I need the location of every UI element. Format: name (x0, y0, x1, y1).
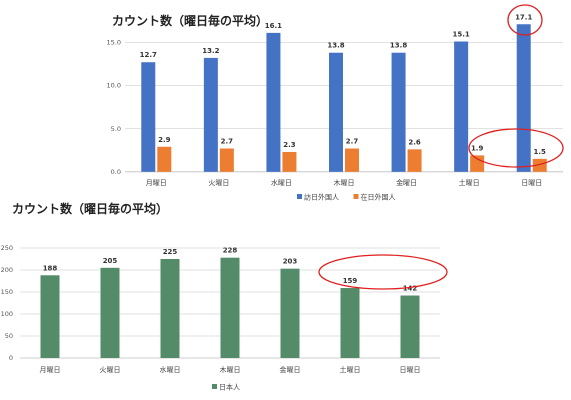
y-tick-label: 250 (1, 244, 13, 252)
data-label-日本人-水曜日: 225 (163, 248, 178, 256)
category-label-土曜日: 土曜日 (340, 365, 361, 374)
data-label-訪日外国人-木曜日: 13.8 (327, 42, 344, 50)
bar-在日外国人-水曜日 (282, 151, 297, 172)
data-label-日本人-火曜日: 205 (103, 257, 118, 265)
chart-top-bars (141, 24, 547, 172)
bar-日本人-土曜日 (340, 288, 360, 358)
chart-top-categories: 月曜日 火曜日 水曜日 木曜日 金曜日 土曜日 日曜日 (146, 178, 542, 187)
data-label-在日外国人-日曜日: 1.5 (534, 148, 547, 156)
data-label-訪日外国人-日曜日: 17.1 (515, 13, 532, 21)
category-label-土曜日: 土曜日 (459, 178, 480, 187)
category-label-水曜日: 水曜日 (271, 178, 292, 187)
chart-top-y-ticks: 0.0 5.0 10.0 15.0 (107, 39, 121, 176)
chart-bottom-categories: 月曜日 火曜日 水曜日 木曜日 金曜日 土曜日 日曜日 (40, 365, 421, 374)
legend-label-日本人: 日本人 (219, 383, 240, 392)
y-tick-label: 0.0 (111, 168, 121, 176)
bar-日本人-日曜日 (400, 295, 420, 358)
legend-label-訪日外国人: 訪日外国人 (304, 193, 339, 202)
chart-top-title: カウント数（曜日毎の平均） (112, 13, 268, 28)
bar-日本人-水曜日 (160, 259, 180, 358)
category-label-金曜日: 金曜日 (396, 178, 417, 187)
bar-在日外国人-火曜日 (219, 148, 234, 172)
y-tick-label: 50 (5, 332, 13, 340)
bar-訪日外国人-日曜日 (516, 24, 531, 172)
category-label-日曜日: 日曜日 (521, 179, 542, 187)
data-label-訪日外国人-金曜日: 13.8 (390, 42, 407, 50)
data-label-日本人-金曜日: 203 (283, 258, 298, 266)
data-label-在日外国人-金曜日: 2.6 (408, 138, 421, 146)
y-tick-label: 5.0 (111, 125, 121, 133)
data-label-訪日外国人-水曜日: 16.1 (265, 22, 282, 30)
bar-在日外国人-土曜日 (470, 155, 485, 172)
chart-top: カウント数（曜日毎の平均） 0.0 5.0 10.0 15.0 12.7 2.9 13.2… (107, 4, 564, 202)
data-label-在日外国人-土曜日: 1.9 (471, 144, 484, 152)
legend-swatch-日本人 (212, 384, 217, 389)
bar-日本人-金曜日 (280, 268, 300, 358)
category-label-月曜日: 月曜日 (146, 179, 167, 187)
chart-bottom-highlights (318, 254, 448, 290)
category-label-火曜日: 火曜日 (208, 179, 229, 187)
data-label-在日外国人-木曜日: 2.7 (346, 138, 359, 146)
bar-訪日外国人-土曜日 (454, 41, 469, 172)
y-tick-label: 0 (9, 354, 13, 362)
data-label-日本人-土曜日: 159 (343, 277, 358, 285)
chart-top-gridlines (125, 42, 563, 173)
chart-top-legend: 訪日外国人 在日外国人 (297, 193, 396, 202)
highlight-ellipse-sunday-visitor (507, 4, 543, 36)
bar-訪日外国人-木曜日 (329, 52, 343, 172)
category-label-月曜日: 月曜日 (40, 366, 61, 374)
y-tick-label: 200 (1, 266, 13, 274)
highlight-ellipse-weekend-japanese (318, 254, 448, 290)
data-label-訪日外国人-火曜日: 13.2 (202, 47, 219, 55)
chart-bottom: カウント数（曜日毎の平均） 0 50 100 150 200 250 188 205 225 2… (1, 201, 448, 392)
y-tick-label: 150 (1, 288, 13, 296)
bar-訪日外国人-水曜日 (266, 32, 281, 172)
chart-bottom-y-ticks: 0 50 100 150 200 250 (1, 244, 13, 362)
bar-日本人-火曜日 (100, 267, 120, 358)
legend-swatch-在日外国人 (353, 194, 359, 199)
bar-日本人-木曜日 (220, 257, 240, 358)
chart-top-highlights (468, 4, 564, 168)
data-label-訪日外国人-月曜日: 12.7 (140, 51, 157, 59)
category-label-日曜日: 日曜日 (400, 366, 421, 374)
bar-在日外国人-日曜日 (532, 158, 547, 172)
data-label-在日外国人-水曜日: 2.3 (283, 141, 296, 149)
bar-在日外国人-月曜日 (157, 146, 172, 172)
y-tick-label: 100 (1, 310, 13, 318)
chart-bottom-data-labels: 188 205 225 228 203 159 142 (43, 247, 418, 293)
data-label-日本人-日曜日: 142 (403, 285, 418, 293)
chart-bottom-title: カウント数（曜日毎の平均） (12, 201, 168, 216)
bar-訪日外国人-金曜日 (391, 52, 406, 172)
chart-bottom-legend: 日本人 (212, 383, 240, 392)
bar-在日外国人-金曜日 (407, 149, 422, 172)
bar-在日外国人-木曜日 (345, 148, 359, 172)
legend-label-在日外国人: 在日外国人 (361, 193, 396, 202)
data-label-在日外国人-火曜日: 2.7 (221, 138, 234, 146)
y-tick-label: 10.0 (107, 82, 121, 90)
y-tick-label: 15.0 (107, 39, 121, 47)
category-label-木曜日: 木曜日 (334, 178, 355, 187)
category-label-金曜日: 金曜日 (280, 365, 301, 374)
category-label-木曜日: 木曜日 (220, 365, 241, 374)
bar-日本人-月曜日 (40, 275, 60, 358)
data-label-訪日外国人-土曜日: 15.1 (453, 31, 470, 39)
chart-top-data-labels: 12.7 2.9 13.2 2.7 16.1 2.3 13.8 2.7 13.8 2.6 15.1 1… (140, 13, 546, 156)
category-label-火曜日: 火曜日 (100, 366, 121, 374)
bar-訪日外国人-月曜日 (141, 62, 156, 172)
data-label-在日外国人-月曜日: 2.9 (158, 136, 171, 144)
data-label-日本人-月曜日: 188 (43, 264, 58, 272)
data-label-日本人-木曜日: 228 (223, 247, 238, 255)
chart-bottom-bars (40, 257, 420, 358)
category-label-水曜日: 水曜日 (160, 365, 181, 374)
bar-訪日外国人-火曜日 (203, 57, 218, 172)
legend-swatch-訪日外国人 (297, 194, 302, 199)
highlight-ellipse-weekend-resident (468, 128, 564, 168)
